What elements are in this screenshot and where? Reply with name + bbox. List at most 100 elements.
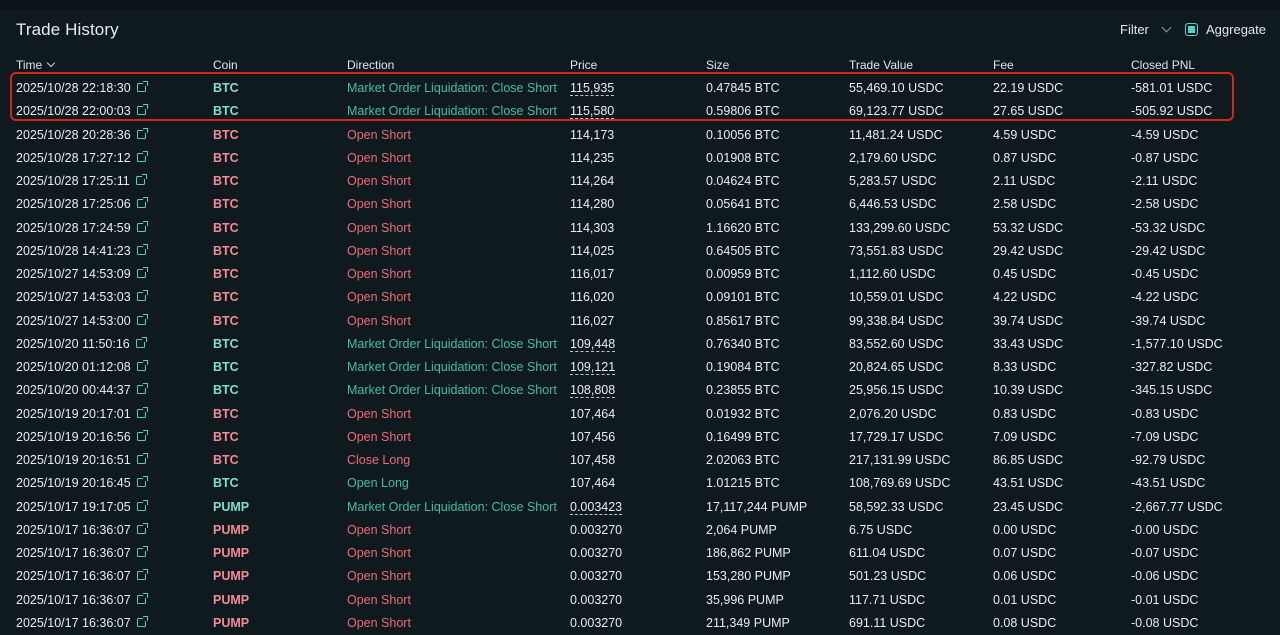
external-link-icon[interactable] [136,499,148,511]
table-row: 2025/10/28 17:25:11 BTC Open Short 114,264 0… [0,170,1280,193]
external-link-icon[interactable] [136,615,148,627]
trade-size: 211,349 PUMP [706,615,790,630]
external-link-icon[interactable] [136,383,148,395]
trade-time-text: 2025/10/20 01:12:08 [16,360,131,374]
trade-price-value: 114,280 [570,197,615,212]
external-link-icon[interactable] [136,592,148,604]
trade-size: 0.05641 BTC [706,197,780,212]
external-link-icon[interactable] [136,313,148,325]
trade-size: 153,280 PUMP [706,569,791,584]
external-link-icon[interactable] [136,406,148,418]
coin-symbol: BTC [213,81,239,95]
trade-price-value[interactable]: 115,935 [570,81,615,96]
coin-symbol: BTC [213,267,239,281]
trade-price: 114,025 [570,244,614,258]
aggregate-toggle[interactable]: Aggregate [1185,22,1266,37]
trade-direction: Market Order Liquidation: Close Short [347,383,557,398]
external-link-icon[interactable] [136,220,148,232]
external-link-icon[interactable] [136,243,148,255]
trade-direction: Open Short [347,290,411,305]
trade-direction: Open Short [347,174,411,188]
trade-value: 501.23 USDC [849,569,927,584]
trade-time-text: 2025/10/28 17:25:06 [16,197,131,212]
trade-time-text: 2025/10/28 22:18:30 [16,81,131,95]
external-link-icon[interactable] [136,429,148,441]
trade-price-value[interactable]: 109,448 [570,336,616,352]
trade-direction: Market Order Liquidation: Close Short [347,104,557,119]
trade-price-value: 0.003270 [570,522,623,537]
external-link-icon[interactable] [135,336,147,348]
external-link-icon[interactable] [136,453,148,464]
trade-fee: 0.06 USDC [993,569,1057,584]
trade-value: 20,824.65 USDC [849,360,944,374]
trade-direction: Open Short [347,150,411,165]
trade-time-text: 2025/10/28 20:28:36 [16,127,131,142]
trade-fee: 4.59 USDC [993,127,1057,142]
trade-price: 108,808 [570,383,616,399]
trade-price-value[interactable]: 0.003423 [570,499,623,515]
panel-header: Trade History Filter Aggregate [0,10,1280,52]
trade-price: 109,448 [570,336,616,352]
external-link-icon[interactable] [136,546,148,557]
trade-time-text: 2025/10/27 14:53:03 [16,290,131,305]
trade-time-text: 2025/10/28 17:25:11 [16,174,130,188]
sort-chevron-icon [46,58,56,68]
filter-dropdown[interactable]: Filter [1120,22,1172,37]
external-link-icon[interactable] [136,127,148,139]
trade-time-text: 2025/10/27 14:53:00 [16,313,131,328]
trade-value: 10,559.01 USDC [849,290,944,305]
coin-symbol: PUMP [213,546,250,560]
trade-price-value[interactable]: 109,121 [570,360,616,375]
closed-pnl: -2,667.77 USDC [1131,499,1223,514]
trade-time: 2025/10/28 22:00:03 [16,104,148,118]
external-link-icon[interactable] [136,360,148,371]
trade-fee: 0.83 USDC [993,406,1057,421]
external-link-icon[interactable] [135,174,147,185]
trade-price: 114,280 [570,197,614,211]
trade-price-value: 114,173 [570,127,615,142]
external-link-icon[interactable] [136,522,148,534]
aggregate-checkbox[interactable] [1185,23,1198,36]
trade-time: 2025/10/27 14:53:09 [16,267,148,281]
external-link-icon[interactable] [136,569,148,581]
coin-symbol: PUMP [213,499,250,514]
closed-pnl: -4.59 USDC [1131,127,1199,142]
external-link-icon[interactable] [136,150,148,162]
trade-direction: Open Short [347,313,411,328]
trade-time-text: 2025/10/17 16:36:07 [16,592,131,607]
trade-size: 0.19084 BTC [706,360,780,374]
trade-size: 186,862 PUMP [706,546,791,560]
trade-price-value[interactable]: 115,580 [570,104,615,120]
trade-value: 83,552.60 USDC [849,336,944,351]
external-link-icon[interactable] [136,290,148,302]
table-row: 2025/10/28 20:28:36 BTC Open Short 114,173 0… [0,124,1280,147]
trade-direction: Open Short [347,406,411,421]
trade-time-text: 2025/10/17 16:36:07 [16,569,131,584]
trade-time-text: 2025/10/19 20:16:51 [16,453,131,467]
trade-time-text: 2025/10/17 16:36:07 [16,522,131,537]
closed-pnl: -53.32 USDC [1131,220,1206,235]
closed-pnl: -327.82 USDC [1131,360,1213,374]
external-link-icon[interactable] [136,197,148,209]
trade-size: 0.47845 BTC [706,81,780,95]
table-row: 2025/10/20 11:50:16 BTC Market Order Liqui… [0,333,1280,356]
column-header-trade-value: Trade Value [849,58,914,72]
filter-label: Filter [1120,22,1149,37]
trade-time: 2025/10/19 20:16:45 [16,476,148,490]
trade-direction: Open Short [347,197,411,212]
external-link-icon[interactable] [136,81,148,92]
trade-fee: 10.39 USDC [993,383,1064,398]
trade-size: 0.01908 BTC [706,150,780,165]
external-link-icon[interactable] [136,267,148,278]
external-link-icon[interactable] [136,476,148,488]
table-row: 2025/10/19 20:16:45 BTC Open Long 107,464 1.… [0,472,1280,495]
table-row: 2025/10/20 00:44:37 BTC Market Order Liqui… [0,379,1280,402]
trade-price-value: 114,235 [570,150,615,165]
column-header-time[interactable]: Time [16,58,56,72]
trade-fee: 86.85 USDC [993,453,1064,467]
external-link-icon[interactable] [136,104,148,116]
trade-time-text: 2025/10/17 16:36:07 [16,546,131,560]
closed-pnl: -581.01 USDC [1131,81,1213,95]
trade-price-value[interactable]: 108,808 [570,383,616,399]
trade-time-text: 2025/10/19 20:17:01 [16,406,131,421]
